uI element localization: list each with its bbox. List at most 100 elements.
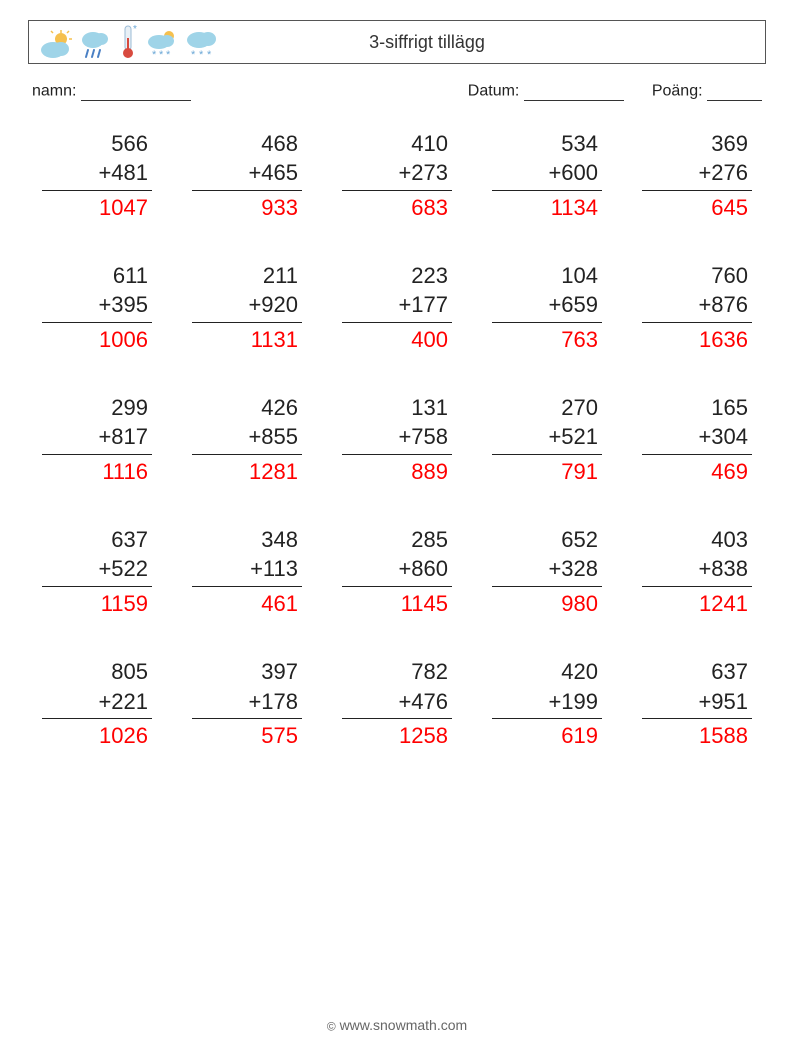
operand-a: 805	[42, 657, 152, 687]
rain-cloud-icon	[79, 28, 111, 60]
operand-a: 652	[492, 525, 602, 555]
answer: 791	[492, 455, 602, 487]
operand-a: 285	[342, 525, 452, 555]
answer: 1131	[192, 323, 302, 355]
operand-b: +920	[192, 290, 302, 323]
operand-a: 165	[642, 393, 752, 423]
answer: 469	[642, 455, 752, 487]
svg-text:*: *	[159, 49, 164, 60]
svg-text:*: *	[166, 49, 171, 60]
addition-problem: 426+8551281	[192, 393, 302, 487]
weather-icons: * *** ***	[39, 24, 219, 60]
addition-problem: 104+659763	[492, 261, 602, 355]
operand-b: +465	[192, 158, 302, 191]
operand-a: 534	[492, 129, 602, 159]
addition-problem: 534+6001134	[492, 129, 602, 223]
addition-problem: 782+4761258	[342, 657, 452, 751]
name-field: namn:	[32, 82, 191, 101]
operand-a: 131	[342, 393, 452, 423]
addition-problem: 652+328980	[492, 525, 602, 619]
addition-problem: 420+199619	[492, 657, 602, 751]
addition-problem: 403+8381241	[642, 525, 752, 619]
addition-problem: 131+758889	[342, 393, 452, 487]
answer: 1241	[642, 587, 752, 619]
operand-a: 410	[342, 129, 452, 159]
addition-problem: 270+521791	[492, 393, 602, 487]
answer: 1047	[42, 191, 152, 223]
footer-link[interactable]: www.snowmath.com	[340, 1017, 468, 1033]
worksheet-page: * *** *** 3-siffrigt tillägg	[0, 0, 794, 1053]
answer: 1636	[642, 323, 752, 355]
answer: 1116	[42, 455, 152, 487]
addition-problem: 760+8761636	[642, 261, 752, 355]
operand-b: +758	[342, 422, 452, 455]
date-blank[interactable]	[524, 82, 624, 101]
operand-a: 104	[492, 261, 602, 291]
operand-b: +276	[642, 158, 752, 191]
operand-a: 637	[42, 525, 152, 555]
operand-b: +178	[192, 687, 302, 720]
sun-cloud-icon	[39, 30, 73, 60]
operand-b: +304	[642, 422, 752, 455]
answer: 461	[192, 587, 302, 619]
operand-b: +395	[42, 290, 152, 323]
operand-a: 468	[192, 129, 302, 159]
addition-problem: 611+3951006	[42, 261, 152, 355]
problems-grid: 566+4811047468+465933410+273683534+60011…	[28, 129, 766, 751]
svg-text:*: *	[133, 24, 137, 35]
addition-problem: 165+304469	[642, 393, 752, 487]
name-blank[interactable]	[81, 82, 191, 101]
answer: 400	[342, 323, 452, 355]
addition-problem: 566+4811047	[42, 129, 152, 223]
answer: 763	[492, 323, 602, 355]
addition-problem: 397+178575	[192, 657, 302, 751]
meta-right: Datum: Poäng:	[468, 82, 762, 101]
operand-b: +860	[342, 554, 452, 587]
addition-problem: 299+8171116	[42, 393, 152, 487]
addition-problem: 348+113461	[192, 525, 302, 619]
operand-b: +221	[42, 687, 152, 720]
svg-text:*: *	[199, 49, 204, 60]
meta-left: namn:	[32, 82, 191, 101]
addition-problem: 468+465933	[192, 129, 302, 223]
answer: 1281	[192, 455, 302, 487]
operand-b: +273	[342, 158, 452, 191]
worksheet-title: 3-siffrigt tillägg	[219, 32, 635, 53]
operand-b: +838	[642, 554, 752, 587]
operand-a: 782	[342, 657, 452, 687]
score-blank[interactable]	[707, 82, 762, 101]
snow-cloud-sun-icon: ***	[145, 28, 179, 60]
operand-b: +199	[492, 687, 602, 720]
answer: 889	[342, 455, 452, 487]
operand-a: 348	[192, 525, 302, 555]
operand-a: 211	[192, 261, 302, 291]
answer: 645	[642, 191, 752, 223]
header-box: * *** *** 3-siffrigt tillägg	[28, 20, 766, 64]
answer: 1026	[42, 719, 152, 751]
date-label: Datum:	[468, 83, 520, 100]
score-label: Poäng:	[652, 83, 703, 100]
name-label: namn:	[32, 83, 76, 100]
operand-b: +876	[642, 290, 752, 323]
footer: © www.snowmath.com	[0, 1017, 794, 1033]
addition-problem: 637+9511588	[642, 657, 752, 751]
operand-b: +659	[492, 290, 602, 323]
operand-a: 223	[342, 261, 452, 291]
operand-a: 637	[642, 657, 752, 687]
operand-b: +476	[342, 687, 452, 720]
operand-b: +177	[342, 290, 452, 323]
addition-problem: 410+273683	[342, 129, 452, 223]
answer: 1258	[342, 719, 452, 751]
operand-b: +600	[492, 158, 602, 191]
snow-cloud-icon: ***	[185, 28, 219, 60]
copyright-icon: ©	[327, 1019, 336, 1033]
svg-text:*: *	[191, 49, 196, 60]
answer: 1006	[42, 323, 152, 355]
answer: 933	[192, 191, 302, 223]
operand-a: 270	[492, 393, 602, 423]
answer: 683	[342, 191, 452, 223]
operand-a: 397	[192, 657, 302, 687]
answer: 575	[192, 719, 302, 751]
addition-problem: 369+276645	[642, 129, 752, 223]
thermometer-icon: *	[117, 24, 139, 60]
